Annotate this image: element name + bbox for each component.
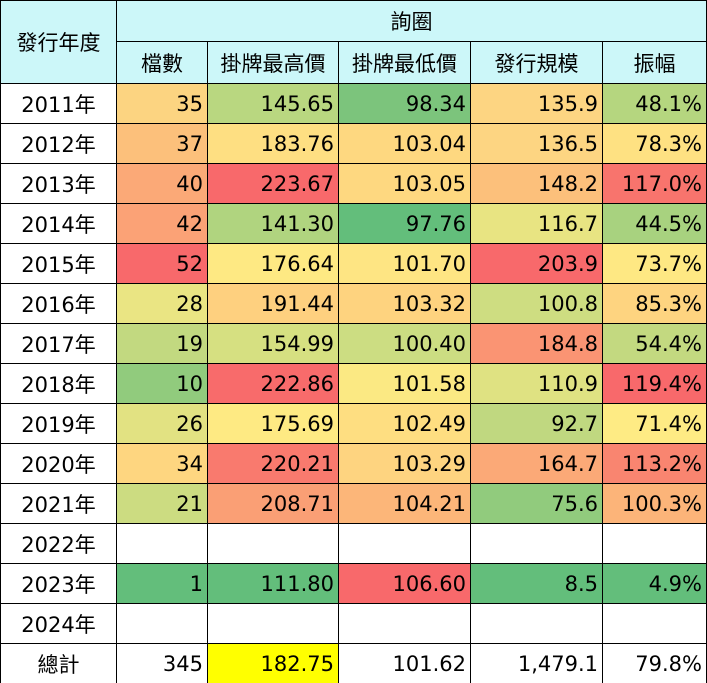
row-label: 2023年 xyxy=(0,564,117,604)
row-label: 2013年 xyxy=(0,164,117,204)
data-cell xyxy=(603,604,707,644)
data-cell xyxy=(603,524,707,564)
data-cell: 145.65 xyxy=(208,84,339,124)
header-column: 掛牌最高價 xyxy=(208,42,339,84)
header-year: 發行年度 xyxy=(0,0,117,84)
data-cell: 1,479.1 xyxy=(471,644,603,683)
data-cell: 223.67 xyxy=(208,164,339,204)
data-cell: 28 xyxy=(117,284,208,324)
data-cell: 8.5 xyxy=(471,564,603,604)
data-cell: 104.21 xyxy=(339,484,471,524)
data-cell: 92.7 xyxy=(471,404,603,444)
data-cell: 203.9 xyxy=(471,244,603,284)
data-cell: 345 xyxy=(117,644,208,683)
data-cell: 110.9 xyxy=(471,364,603,404)
row-label: 2024年 xyxy=(0,604,117,644)
data-cell: 136.5 xyxy=(471,124,603,164)
data-cell: 222.86 xyxy=(208,364,339,404)
data-cell: 34 xyxy=(117,444,208,484)
data-cell xyxy=(117,604,208,644)
data-cell: 113.2% xyxy=(603,444,707,484)
header-column: 檔數 xyxy=(117,42,208,84)
data-cell: 111.80 xyxy=(208,564,339,604)
data-cell: 135.9 xyxy=(471,84,603,124)
data-cell: 141.30 xyxy=(208,204,339,244)
data-cell: 79.8% xyxy=(603,644,707,683)
data-cell: 71.4% xyxy=(603,404,707,444)
data-cell: 100.8 xyxy=(471,284,603,324)
data-cell: 101.58 xyxy=(339,364,471,404)
header-group: 詢圈 xyxy=(117,0,707,42)
row-label: 2022年 xyxy=(0,524,117,564)
data-cell: 37 xyxy=(117,124,208,164)
data-cell: 1 xyxy=(117,564,208,604)
data-cell xyxy=(339,604,471,644)
data-cell: 182.75 xyxy=(208,644,339,683)
data-cell: 78.3% xyxy=(603,124,707,164)
data-cell: 106.60 xyxy=(339,564,471,604)
row-label: 2016年 xyxy=(0,284,117,324)
data-cell: 103.05 xyxy=(339,164,471,204)
data-cell: 176.64 xyxy=(208,244,339,284)
data-cell: 103.29 xyxy=(339,444,471,484)
data-cell: 98.34 xyxy=(339,84,471,124)
row-label: 2014年 xyxy=(0,204,117,244)
data-cell xyxy=(117,524,208,564)
data-cell: 119.4% xyxy=(603,364,707,404)
data-cell: 52 xyxy=(117,244,208,284)
row-label: 2019年 xyxy=(0,404,117,444)
data-cell: 48.1% xyxy=(603,84,707,124)
data-cell: 102.49 xyxy=(339,404,471,444)
data-cell: 100.40 xyxy=(339,324,471,364)
data-cell: 175.69 xyxy=(208,404,339,444)
data-cell: 116.7 xyxy=(471,204,603,244)
data-cell: 184.8 xyxy=(471,324,603,364)
data-cell: 40 xyxy=(117,164,208,204)
data-cell: 19 xyxy=(117,324,208,364)
data-cell: 75.6 xyxy=(471,484,603,524)
header-column: 振幅 xyxy=(603,42,707,84)
row-label: 2017年 xyxy=(0,324,117,364)
data-cell xyxy=(208,524,339,564)
header-column: 掛牌最低價 xyxy=(339,42,471,84)
row-label: 2020年 xyxy=(0,444,117,484)
row-label: 2018年 xyxy=(0,364,117,404)
header-column: 發行規模 xyxy=(471,42,603,84)
data-cell: 35 xyxy=(117,84,208,124)
data-cell: 148.2 xyxy=(471,164,603,204)
data-cell: 117.0% xyxy=(603,164,707,204)
row-label: 總計 xyxy=(0,644,117,683)
data-cell: 220.21 xyxy=(208,444,339,484)
data-cell: 10 xyxy=(117,364,208,404)
data-cell: 97.76 xyxy=(339,204,471,244)
data-cell: 154.99 xyxy=(208,324,339,364)
data-cell: 42 xyxy=(117,204,208,244)
data-cell: 21 xyxy=(117,484,208,524)
data-cell: 101.70 xyxy=(339,244,471,284)
row-label: 2012年 xyxy=(0,124,117,164)
row-label: 2021年 xyxy=(0,484,117,524)
data-cell xyxy=(471,524,603,564)
data-cell xyxy=(471,604,603,644)
data-cell: 73.7% xyxy=(603,244,707,284)
data-cell: 101.62 xyxy=(339,644,471,683)
data-cell: 100.3% xyxy=(603,484,707,524)
data-cell: 54.4% xyxy=(603,324,707,364)
data-cell xyxy=(339,524,471,564)
data-cell: 26 xyxy=(117,404,208,444)
data-cell: 44.5% xyxy=(603,204,707,244)
data-cell: 85.3% xyxy=(603,284,707,324)
data-cell: 103.32 xyxy=(339,284,471,324)
data-cell: 191.44 xyxy=(208,284,339,324)
data-cell xyxy=(208,604,339,644)
data-cell: 208.71 xyxy=(208,484,339,524)
data-cell: 183.76 xyxy=(208,124,339,164)
data-cell: 164.7 xyxy=(471,444,603,484)
row-label: 2011年 xyxy=(0,84,117,124)
data-cell: 4.9% xyxy=(603,564,707,604)
row-label: 2015年 xyxy=(0,244,117,284)
data-cell: 103.04 xyxy=(339,124,471,164)
